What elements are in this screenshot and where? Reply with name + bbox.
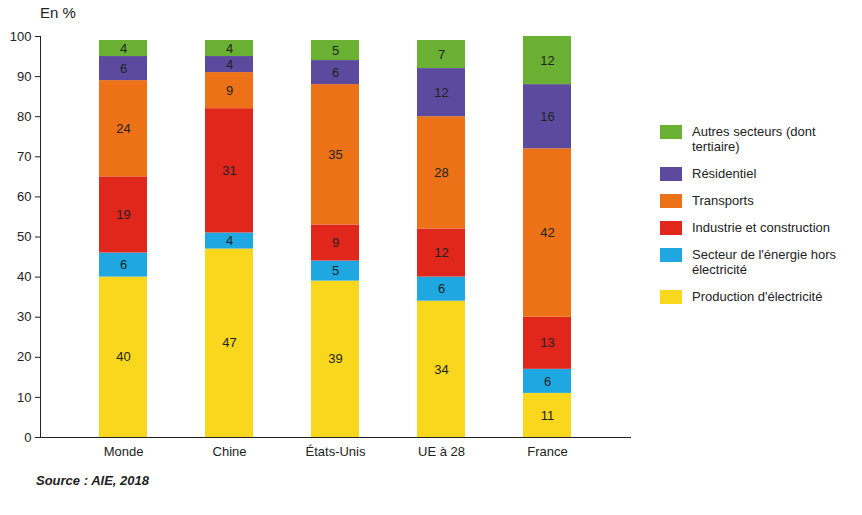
svg-text:40: 40 [17, 269, 31, 284]
svg-text:6: 6 [332, 65, 339, 80]
html-text:Autres secteurs (dont tertiair: Autres secteurs (dont tertiaire) [692, 124, 816, 154]
svg-text:31: 31 [222, 163, 236, 178]
svg-text:4: 4 [226, 57, 233, 72]
svg-text:42: 42 [540, 225, 554, 240]
svg-text:80: 80 [17, 109, 31, 124]
svg-text:6: 6 [120, 257, 127, 272]
svg-text:UE à 28: UE à 28 [418, 444, 465, 459]
html-text:Industrie et construction: Industrie et construction [692, 220, 830, 235]
svg-text:90: 90 [17, 69, 31, 84]
svg-text:0: 0 [24, 430, 31, 445]
svg-text:4: 4 [120, 41, 127, 56]
svg-text:7: 7 [438, 47, 445, 62]
svg-text:Monde: Monde [104, 444, 144, 459]
svg-text:États-Unis: États-Unis [306, 444, 366, 459]
svg-text:24: 24 [116, 121, 130, 136]
svg-text:12: 12 [434, 245, 448, 260]
svg-text:28: 28 [434, 165, 448, 180]
svg-text:6: 6 [120, 61, 127, 76]
html-text:Transports: Transports [692, 193, 754, 208]
svg-text:5: 5 [332, 263, 339, 278]
svg-text:4: 4 [226, 41, 233, 56]
svg-text:40: 40 [116, 349, 130, 364]
html-text:Résidentiel: Résidentiel [692, 166, 757, 181]
html-text:Secteur de l'énergie hors élec: Secteur de l'énergie hors électricité [692, 247, 837, 277]
svg-text:6: 6 [438, 281, 445, 296]
svg-text:47: 47 [222, 335, 236, 350]
svg-text:9: 9 [226, 83, 233, 98]
svg-text:Chine: Chine [213, 444, 247, 459]
svg-text:9: 9 [332, 235, 339, 250]
svg-text:35: 35 [328, 147, 342, 162]
svg-text:34: 34 [434, 361, 448, 376]
svg-text:19: 19 [116, 207, 130, 222]
svg-text:12: 12 [540, 53, 554, 68]
svg-text:50: 50 [17, 229, 31, 244]
svg-text:30: 30 [17, 309, 31, 324]
svg-text:11: 11 [541, 408, 555, 423]
svg-text:70: 70 [17, 149, 31, 164]
svg-text:4: 4 [226, 233, 233, 248]
svg-text:16: 16 [540, 109, 554, 124]
html-text:Production d'électricité: Production d'électricité [692, 289, 823, 304]
svg-text:39: 39 [328, 351, 342, 366]
svg-text:13: 13 [540, 335, 554, 350]
svg-text:France: France [527, 444, 567, 459]
svg-text:60: 60 [17, 189, 31, 204]
html-text:En %: En % [40, 4, 76, 21]
svg-text:20: 20 [17, 349, 31, 364]
svg-text:5: 5 [332, 43, 339, 58]
svg-text:100: 100 [10, 29, 32, 44]
svg-text:12: 12 [434, 85, 448, 100]
svg-text:10: 10 [17, 390, 31, 405]
svg-text:6: 6 [544, 374, 551, 389]
html-text:Source : AIE, 2018: Source : AIE, 2018 [36, 473, 149, 488]
